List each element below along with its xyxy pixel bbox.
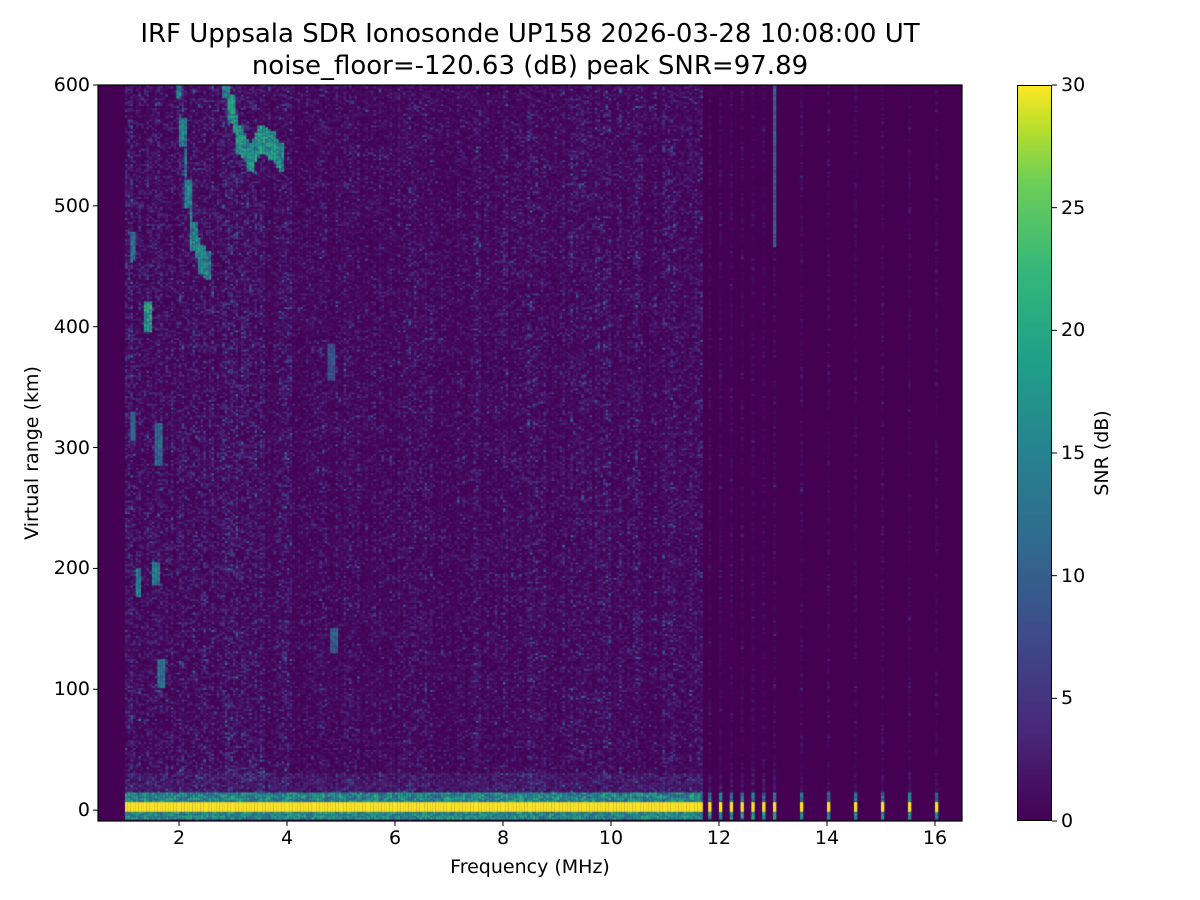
x-tick-label: 6 <box>388 827 402 849</box>
y-tick-label: 300 <box>53 436 90 459</box>
heatmap-image <box>98 85 962 821</box>
colorbar-label: SNR (dB) <box>1091 410 1113 496</box>
y-tick-label: 400 <box>53 315 90 338</box>
x-tick-label: 14 <box>814 827 840 849</box>
y-tick-label: 200 <box>53 557 90 580</box>
colorbar-tick-label: 20 <box>1061 319 1086 342</box>
chart-subtitle: noise_floor=-120.63 (dB) peak SNR=97.89 <box>251 51 809 81</box>
x-tick-label: 8 <box>496 827 510 849</box>
x-tick-label: 16 <box>922 827 948 849</box>
chart-title: IRF Uppsala SDR Ionosonde UP158 2026-03-… <box>140 19 920 49</box>
y-axis-label: Virtual range (km) <box>21 366 43 540</box>
plot-border <box>97 84 963 822</box>
x-tick-label: 12 <box>706 827 732 849</box>
x-tick-label: 10 <box>598 827 624 849</box>
colorbar-tick-label: 5 <box>1061 687 1074 710</box>
x-tick-label: 2 <box>172 827 186 849</box>
y-tick-label: 100 <box>53 678 90 701</box>
colorbar-tick-label: 25 <box>1061 196 1086 219</box>
colorbar-tick-label: 10 <box>1061 564 1086 587</box>
y-tick-label: 500 <box>53 194 90 217</box>
colorbar-tick-label: 0 <box>1061 810 1074 832</box>
colorbar-tick-label: 15 <box>1061 442 1086 464</box>
x-axis-label: Frequency (MHz) <box>450 856 610 878</box>
y-tick-label: 600 <box>53 74 90 96</box>
x-tick-label: 4 <box>280 827 294 849</box>
colorbar-tick-label: 30 <box>1061 74 1086 96</box>
y-tick-label: 0 <box>77 799 90 822</box>
colorbar <box>1017 85 1052 821</box>
